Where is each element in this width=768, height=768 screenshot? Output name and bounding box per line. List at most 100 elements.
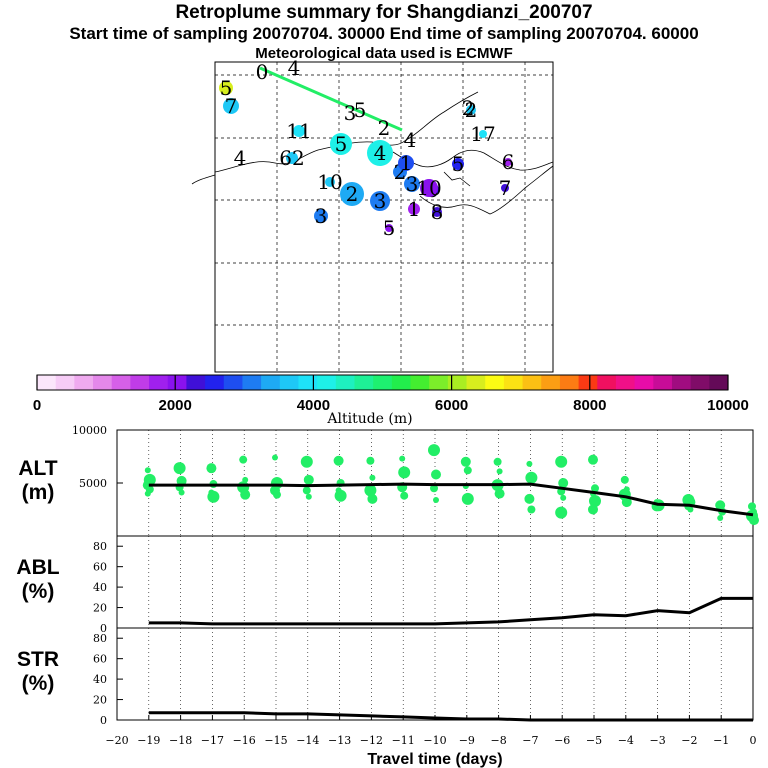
scatter-point <box>333 455 344 466</box>
sampling-time-line: Start time of sampling 20070704. 30000 E… <box>69 24 699 43</box>
colorbar-cell <box>391 375 412 390</box>
colorbar-tick-label: 10000 <box>707 397 749 414</box>
map-marker-label: 5 <box>452 152 465 176</box>
scatter-point <box>334 489 347 502</box>
scatter-point <box>525 471 538 484</box>
scatter-point <box>366 456 375 465</box>
y-tick-label: 40 <box>93 673 107 686</box>
y-tick-label: 5000 <box>79 477 107 490</box>
scatter-point <box>591 484 599 493</box>
colorbar-label: Altitude (m) <box>326 411 412 427</box>
map-marker-dot <box>408 203 420 215</box>
x-tick-label: 0 <box>750 734 757 747</box>
y-tick-label: 0 <box>100 714 107 727</box>
scatter-point <box>433 496 439 503</box>
colorbar-cell <box>130 375 150 390</box>
scatter-point <box>178 489 185 496</box>
x-tick-label: −16 <box>233 734 256 747</box>
map-marker-label: 10 <box>416 176 441 200</box>
scatter-point <box>558 478 569 488</box>
x-tick-label: −7 <box>522 734 538 747</box>
scatter-point <box>588 504 598 515</box>
time-series-panels: 100005000ALT(m)806040200ABL(%)806040200S… <box>16 424 759 768</box>
colorbar-cell <box>354 375 374 390</box>
scatter-point <box>620 475 629 484</box>
scatter-point <box>431 469 441 480</box>
scatter-point <box>621 497 632 508</box>
scatter-point <box>144 467 151 474</box>
colorbar-cells <box>37 375 729 390</box>
x-tick-label: −3 <box>649 734 665 747</box>
x-tick-label: −8 <box>490 734 506 747</box>
scatter-point <box>367 493 378 504</box>
scatter-point <box>555 455 568 468</box>
scatter-point <box>526 460 533 467</box>
scatter-point <box>749 515 759 526</box>
colorbar-tick-label: 0 <box>33 397 41 414</box>
colorbar-cell <box>466 375 486 390</box>
map-marker-label: 4 <box>234 146 247 170</box>
map-marker-label: 5 <box>220 76 233 100</box>
map-marker-label: 2 <box>378 116 391 140</box>
colorbar-ticks: 0 2000 4000 6000 8000 10000 <box>33 375 749 414</box>
map-marker-label: 3 <box>315 204 328 228</box>
x-tick-label: −15 <box>264 734 287 747</box>
colorbar-cell <box>335 375 355 390</box>
panel-frame <box>116 535 754 629</box>
mean-trajectory <box>259 66 403 132</box>
x-tick-label: −17 <box>201 734 224 747</box>
colorbar-cell <box>149 375 169 390</box>
scatter-point <box>398 466 411 479</box>
scatter-point <box>555 506 568 519</box>
colorbar-tick-label: 4000 <box>297 397 330 414</box>
scatter-point <box>461 492 474 505</box>
colorbar-cell <box>541 375 561 390</box>
altitude-colorbar: 0 2000 4000 6000 8000 10000 Altitude (m) <box>33 374 749 427</box>
map-marker-dot <box>286 152 298 164</box>
map-marker-dot <box>367 140 393 166</box>
colorbar-cell <box>410 375 430 390</box>
trajectory-label: 4 <box>288 56 301 80</box>
map-marker-label: 3 <box>406 172 419 196</box>
x-tick-label: −6 <box>554 734 570 747</box>
colorbar-cell <box>242 375 262 390</box>
colorbar-cell <box>447 375 468 390</box>
scatter-point <box>560 494 567 501</box>
scatter-point <box>273 490 281 499</box>
x-tick-label: −2 <box>681 734 697 747</box>
map-marker-label: 5 <box>383 216 396 240</box>
map-marker-label: 8 <box>431 200 444 224</box>
map-marker-label: 10 <box>317 170 342 194</box>
panel-label: ABL <box>16 556 59 579</box>
map-marker-label: 5 <box>354 98 367 122</box>
scatter-point <box>144 490 151 497</box>
y-tick-label: 80 <box>93 540 107 553</box>
chart-title: Retroplume summary for Shangdianzi_20070… <box>175 2 593 23</box>
scatter-point <box>400 491 409 500</box>
map-marker-dot <box>385 224 393 232</box>
map-frame <box>214 61 554 373</box>
panel-label: (%) <box>22 580 55 603</box>
map-marker-label: 4 <box>404 128 417 152</box>
map-marker-dot <box>223 98 239 114</box>
scatter-point <box>687 506 694 513</box>
map-marker-label: 11 <box>286 119 311 143</box>
colorbar-cell <box>373 375 393 390</box>
colorbar-cell <box>298 375 318 390</box>
map-marker-dot <box>340 182 364 206</box>
map-marker-dot <box>452 158 464 170</box>
colorbar-tick-label: 2000 <box>159 397 192 414</box>
map-marker-dot <box>479 130 487 138</box>
colorbar-cell <box>653 375 673 390</box>
colorbar-cell <box>279 375 299 390</box>
map-marker-dot <box>370 191 390 211</box>
colorbar-cell <box>111 375 131 390</box>
x-tick-label: −14 <box>296 734 319 747</box>
colorbar-tick-label: 8000 <box>573 397 606 414</box>
map-marker-label: 3 <box>344 101 357 125</box>
map-panel: 571154624102338101821756735214225304 <box>191 56 554 373</box>
scatter-point <box>272 454 278 461</box>
map-marker-label: 7 <box>225 94 238 118</box>
